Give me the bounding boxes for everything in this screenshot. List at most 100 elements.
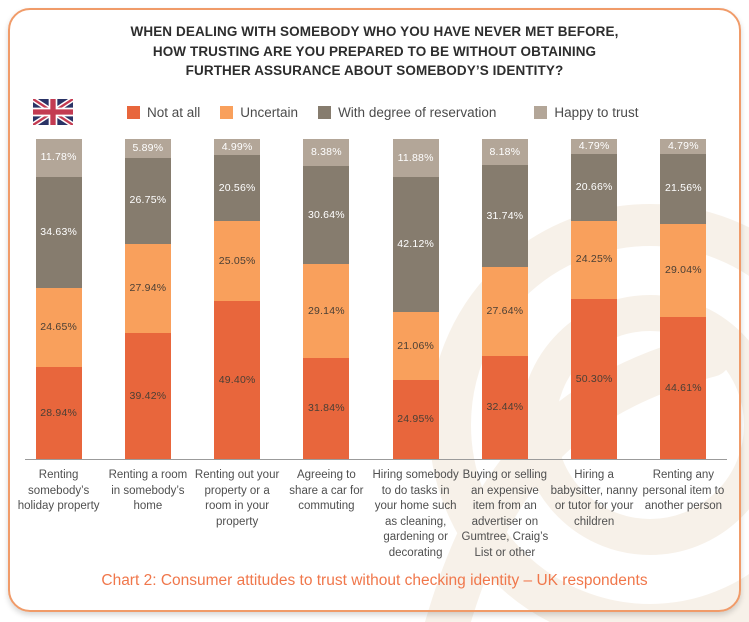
category-label: Renting a room in somebody’s home [108, 469, 188, 512]
bar-segment: 27.64% [481, 267, 528, 356]
bar-value-label: 32.44% [486, 401, 524, 414]
stacked-bar: 5.89% 26.75% 27.94% 39.42% [124, 139, 171, 460]
bar-value-label: 27.94% [129, 282, 167, 295]
chart-title-line-3: FURTHER ASSURANCE ABOUT SOMEBODY’S IDENT… [185, 63, 564, 78]
bar-segment: 20.56% [214, 155, 261, 221]
stacked-bar: 4.79% 21.56% 29.04% 44.61% [660, 139, 707, 460]
bar-value-label: 21.56% [664, 182, 702, 195]
bar-segment: 4.79% [571, 139, 618, 155]
bar-segment: 31.74% [481, 165, 528, 268]
bar-segment: 29.14% [303, 264, 350, 358]
category-label: Renting any personal item to another per… [642, 469, 725, 512]
category-labels: Renting somebody’s holiday property Renti… [14, 468, 728, 561]
bar-value-label: 21.06% [397, 339, 435, 352]
category-label: Hiring a babysitter, nanny or tutor for … [550, 469, 638, 528]
category-label: Agreeing to share a car for commuting [289, 469, 364, 512]
bar-column: 11.78% 34.63% 24.65% 28.94% [14, 139, 103, 460]
bar-value-label: 20.66% [575, 181, 613, 194]
legend-label: Not at all [147, 104, 201, 120]
bar-segment: 20.66% [571, 154, 618, 221]
bar-segment: 30.64% [303, 165, 350, 265]
bar-segment: 27.94% [124, 243, 171, 334]
bar-value-label: 11.78% [40, 151, 77, 164]
bar-segment: 24.95% [392, 379, 439, 460]
bar-segment: 32.44% [481, 355, 528, 460]
legend-row: Not at all Uncertain With degree of reserv… [0, 98, 749, 126]
bar-value-label: 39.42% [129, 390, 167, 403]
bar-segment: 24.25% [571, 220, 618, 299]
bar-value-label: 25.05% [218, 254, 256, 267]
bar-value-label: 24.95% [397, 413, 435, 426]
bar-value-label: 24.65% [40, 321, 78, 334]
bar-column: 11.88% 42.12% 21.06% 24.95% [371, 139, 460, 460]
bar-column: 4.99% 20.56% 25.05% 49.40% [193, 139, 282, 460]
bar-segment: 11.88% [392, 139, 439, 178]
bar-segment: 49.40% [214, 301, 261, 460]
bar-column: 4.79% 21.56% 29.04% 44.61% [639, 139, 728, 460]
stacked-bar: 4.79% 20.66% 24.25% 50.30% [571, 139, 618, 460]
x-axis-line [25, 459, 727, 460]
bar-value-label: 8.38% [310, 145, 342, 158]
bar-value-label: 34.63% [40, 225, 78, 238]
bar-segment: 8.18% [481, 139, 528, 166]
bar-segment: 29.04% [660, 223, 707, 317]
bar-segment: 50.30% [571, 298, 618, 460]
category-label: Hiring somebody to do tasks in your home… [372, 469, 459, 559]
legend-label: Uncertain [240, 104, 299, 120]
legend-swatch [534, 105, 548, 119]
legend-item: With degree of reservation [318, 105, 496, 120]
chart-title-line-2: HOW TRUSTING ARE YOU PREPARED TO BE WITH… [152, 43, 597, 59]
legend-label: Happy to trust [554, 104, 639, 120]
bar-value-label: 11.88% [397, 151, 434, 164]
bar-segment: 24.65% [35, 287, 82, 368]
bar-value-label: 42.12% [397, 238, 435, 251]
bar-segment: 5.89% [124, 139, 171, 158]
bar-segment: 28.94% [35, 367, 82, 460]
stacked-bar: 11.78% 34.63% 24.65% 28.94% [35, 139, 82, 460]
bar-value-label: 30.64% [307, 208, 345, 221]
stacked-bar: 11.88% 42.12% 21.06% 24.95% [392, 139, 439, 460]
bar-value-label: 29.14% [307, 304, 345, 317]
legend-swatch [220, 105, 234, 119]
legend-swatch [127, 105, 140, 119]
bar-column: 8.18% 31.74% 27.64% 32.44% [460, 139, 549, 460]
chart-title: WHEN DEALING WITH SOMEBODY WHO YOU HAVE … [0, 22, 749, 81]
legend: Not at all Uncertain With degree of reserv… [127, 98, 638, 126]
bar-segment: 4.79% [660, 139, 707, 155]
bar-value-label: 50.30% [575, 372, 613, 385]
bar-segment: 39.42% [124, 333, 171, 460]
bar-value-label: 5.89% [132, 141, 164, 154]
bar-value-label: 28.94% [40, 407, 78, 420]
category-label: Renting somebody’s holiday property [17, 469, 100, 512]
bar-value-label: 4.99% [221, 140, 253, 153]
chart-caption: Chart 2: Consumer attitudes to trust wit… [101, 572, 648, 589]
bar-value-label: 27.64% [486, 304, 524, 317]
bar-value-label: 31.74% [486, 209, 524, 222]
bar-segment: 21.56% [660, 154, 707, 224]
legend-item: Not at all [127, 105, 200, 120]
bar-value-label: 26.75% [129, 194, 167, 207]
bar-value-label: 31.84% [307, 402, 345, 415]
bar-value-label: 8.18% [489, 145, 521, 158]
category-label: Renting out your property or a room in y… [194, 469, 280, 528]
bar-value-label: 20.56% [218, 181, 256, 194]
bar-value-label: 4.79% [578, 140, 610, 153]
bar-segment: 11.78% [35, 139, 82, 177]
bar-segment: 44.61% [660, 316, 707, 460]
legend-swatch [318, 105, 332, 119]
plot-area: 11.78% 34.63% 24.65% 28.94% 5.89% 26.75% 27.94… [14, 139, 728, 460]
stacked-bar: 8.18% 31.74% 27.64% 32.44% [481, 139, 528, 460]
bar-value-label: 49.40% [218, 374, 256, 387]
bar-segment: 31.84% [303, 357, 350, 460]
bar-value-label: 24.25% [575, 253, 613, 266]
stacked-bar: 8.38% 30.64% 29.14% 31.84% [303, 139, 350, 460]
bar-value-label: 29.04% [664, 263, 702, 276]
bar-value-label: 44.61% [664, 381, 702, 394]
bar-segment: 4.99% [214, 139, 261, 156]
bar-segment: 8.38% [303, 139, 350, 166]
bar-column: 5.89% 26.75% 27.94% 39.42% [103, 139, 192, 460]
legend-item: Uncertain [220, 105, 298, 120]
bar-segment: 26.75% [124, 157, 171, 244]
